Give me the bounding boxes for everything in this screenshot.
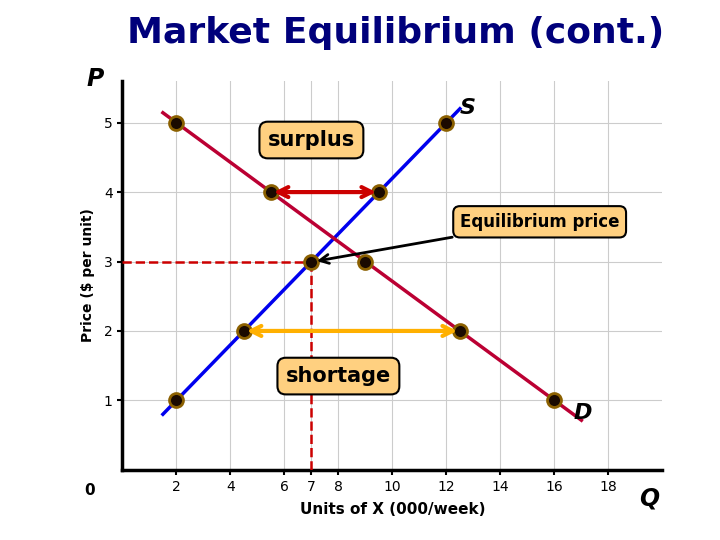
Text: S: S <box>460 98 476 118</box>
Y-axis label: Price ($ per unit): Price ($ per unit) <box>81 208 96 342</box>
X-axis label: Units of X (000/week): Units of X (000/week) <box>300 502 485 517</box>
Point <box>454 327 466 335</box>
Point <box>359 257 372 266</box>
Text: Q: Q <box>639 487 659 511</box>
Point <box>305 257 317 266</box>
Point <box>171 396 182 404</box>
Point <box>238 327 250 335</box>
Text: D: D <box>573 403 592 423</box>
Point <box>265 188 276 197</box>
Text: shortage: shortage <box>286 366 391 386</box>
Text: 0: 0 <box>85 483 95 498</box>
Point <box>549 396 560 404</box>
Point <box>373 188 384 197</box>
Text: Equilibrium price: Equilibrium price <box>320 213 619 264</box>
Text: surplus: surplus <box>268 130 355 150</box>
Point <box>441 118 452 127</box>
Point <box>171 118 182 127</box>
Text: P: P <box>86 68 104 91</box>
Text: Market Equilibrium (cont.): Market Equilibrium (cont.) <box>127 16 665 50</box>
